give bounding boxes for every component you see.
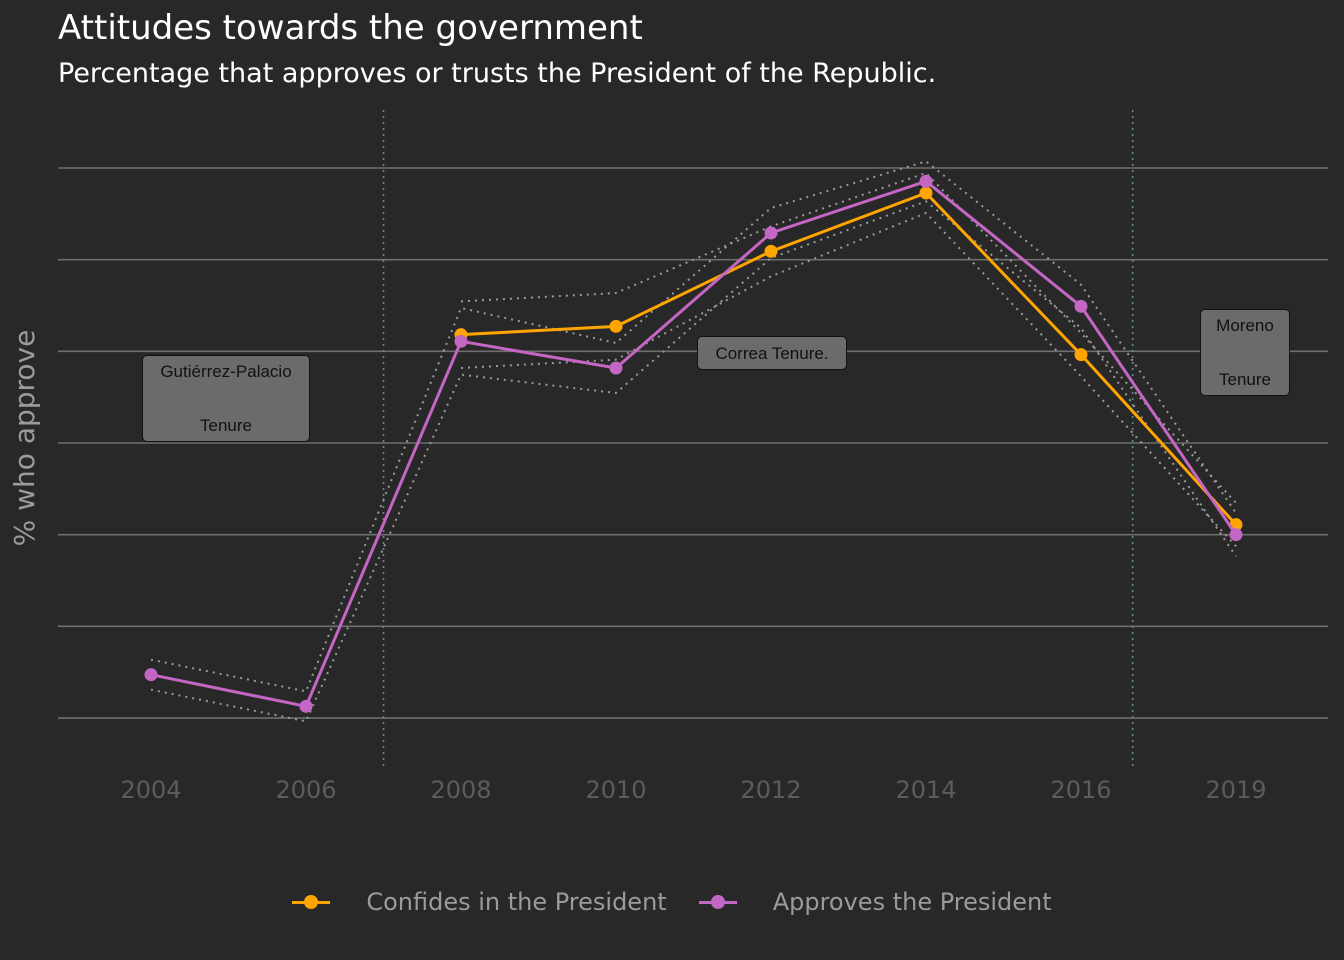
data-point-series-1-2012 (764, 226, 778, 240)
annotation-correa-line1: Correa Tenure. (715, 344, 829, 363)
annotation-gutierrez-line2: Tenure (200, 416, 252, 435)
annotation-gutierrez-line1: Gutiérrez-Palacio (160, 362, 292, 381)
data-point-series-0-2016 (1074, 348, 1088, 362)
legend-key-confides (292, 894, 331, 910)
legend-label-confides: Confides in the President (366, 888, 667, 916)
series-line-1 (150, 179, 1238, 709)
chart-subtitle: Percentage that approves or trusts the P… (58, 58, 937, 89)
x-tick-label-2019: 2019 (1205, 776, 1266, 804)
series-lines (144, 174, 1243, 713)
x-tick-label-2016: 2016 (1050, 776, 1111, 804)
legend-item-confides: Confides in the President (292, 888, 667, 916)
data-point-series-1-2010 (609, 361, 623, 375)
x-tick-label-2004: 2004 (120, 776, 181, 804)
x-tick-label-2010: 2010 (585, 776, 646, 804)
data-point-series-1-2016 (1074, 299, 1088, 313)
x-tick-label-2006: 2006 (275, 776, 336, 804)
data-point-series-1-2008 (454, 334, 468, 348)
x-tick-label-2008: 2008 (430, 776, 491, 804)
confidence-bands (150, 160, 1237, 723)
legend-key-approves (698, 894, 737, 910)
series-line-0 (460, 191, 1238, 526)
annotation-moreno-tenure: Moreno Tenure (1200, 309, 1290, 396)
chart-title: Attitudes towards the government (58, 8, 643, 48)
legend: Confides in the President Approves the P… (0, 888, 1344, 916)
annotation-moreno-line1: Moreno (1216, 316, 1274, 335)
y-axis-label: % who approve (8, 329, 41, 547)
data-point-series-1-2014 (919, 174, 933, 188)
legend-item-approves: Approves the President (698, 888, 1052, 916)
annotation-correa-tenure: Correa Tenure. (697, 336, 847, 370)
x-axis-ticks: 2004 2006 2008 2010 2012 2014 2016 2019 (120, 776, 1266, 804)
data-point-series-0-2012 (764, 244, 778, 258)
x-tick-label-2012: 2012 (740, 776, 801, 804)
ci-ci-low-series-0 (460, 211, 1237, 548)
ci-ci-low-series-1 (150, 200, 1237, 723)
annotation-gutierrez-tenure: Gutiérrez-Palacio Tenure (142, 355, 310, 442)
legend-label-approves: Approves the President (772, 888, 1052, 916)
data-point-series-1-2004 (144, 668, 158, 682)
annotation-moreno-line2: Tenure (1219, 370, 1271, 389)
data-point-series-1-2006 (299, 699, 313, 713)
tenure-lines (382, 110, 1134, 768)
ci-ci-high-series-1 (150, 160, 1237, 693)
data-point-series-0-2014 (919, 186, 933, 200)
gridlines (58, 167, 1328, 719)
data-point-series-0-2010 (609, 319, 623, 333)
data-point-series-1-2019 (1229, 528, 1243, 542)
x-tick-label-2014: 2014 (895, 776, 956, 804)
